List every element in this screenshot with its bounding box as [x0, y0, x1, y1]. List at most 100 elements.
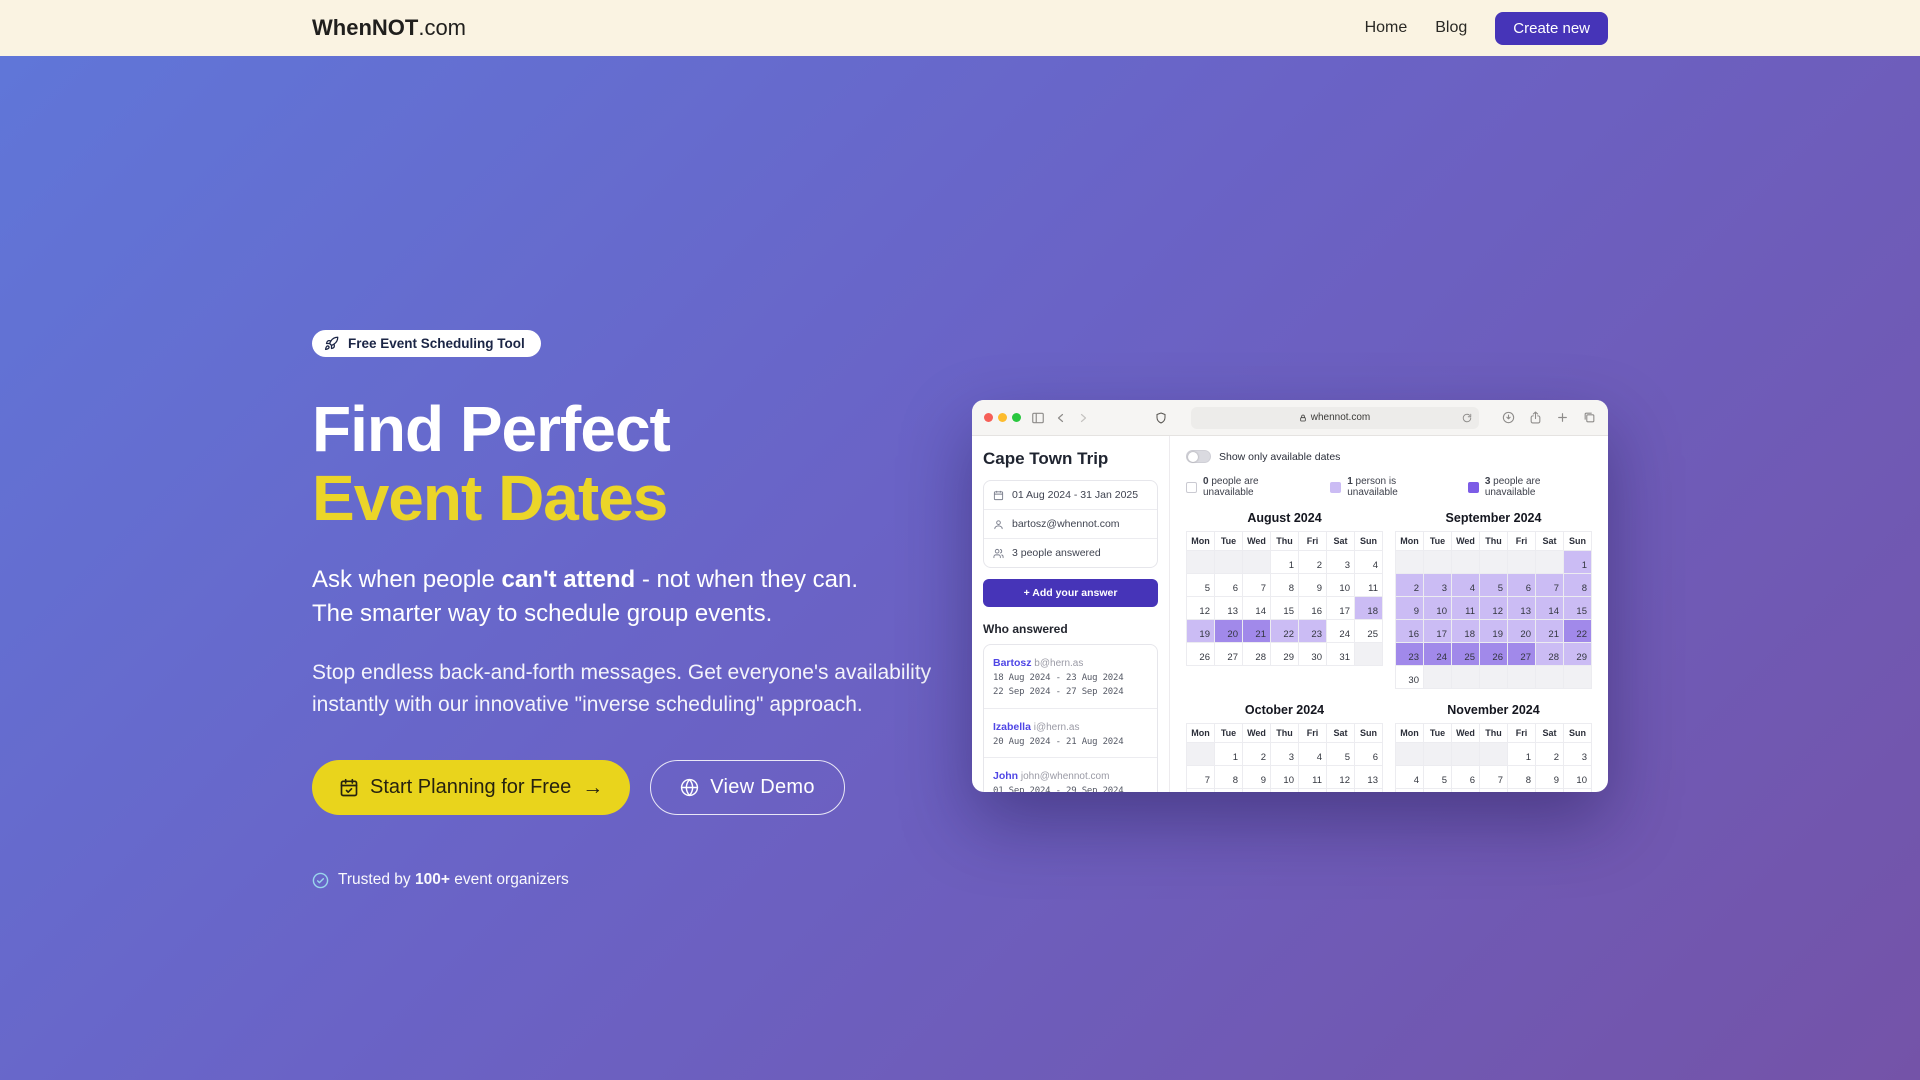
view-demo-button[interactable]: View Demo	[650, 760, 845, 816]
weekday-header: Fri	[1507, 723, 1536, 743]
calendar-grid: August 2024 Mon Tue Wed Thu Fri Sat Sun 1 2 3 4 5 6 7 8…	[1186, 511, 1592, 792]
weekday-header: Sun	[1563, 723, 1592, 743]
calendar-month-title: September 2024	[1445, 511, 1542, 525]
downloads-icon[interactable]	[1502, 411, 1515, 424]
toggle-knob	[1188, 452, 1198, 462]
answer-email: i@hern.as	[1030, 721, 1080, 733]
calendar-day-cell: 17	[1270, 788, 1299, 792]
add-your-answer-button[interactable]: + Add your answer	[983, 579, 1158, 607]
calendar-day-cell: 6	[1451, 765, 1480, 789]
weekday-header: Wed	[1451, 531, 1480, 551]
calendar-day-cell: 19	[1326, 788, 1355, 792]
answer-date-range: 01 Sep 2024 - 29 Sep 2024	[993, 786, 1124, 792]
weekday-header: Mon	[1186, 723, 1215, 743]
calendar-day-cell: 30	[1298, 642, 1327, 666]
calendar-day-cell: 28	[1242, 642, 1271, 666]
calendar-day-cell: 1	[1507, 742, 1536, 766]
tab-overview-icon[interactable]	[1583, 411, 1596, 424]
calendar-day-cell: 22	[1563, 619, 1592, 643]
start-planning-button[interactable]: Start Planning for Free →	[312, 760, 631, 816]
show-available-toggle[interactable]	[1186, 450, 1211, 463]
back-icon[interactable]	[1055, 412, 1067, 424]
calendar-day-cell: 3	[1423, 573, 1452, 597]
calendar-day-cell: 13	[1354, 765, 1383, 789]
calendar-day-cell: 13	[1214, 596, 1243, 620]
weekday-header: Tue	[1423, 531, 1452, 551]
calendar-day-cell: 18	[1298, 788, 1327, 792]
close-window-dot[interactable]	[984, 413, 993, 422]
weekday-header: Sat	[1326, 531, 1355, 551]
calendar-day-cell: 20	[1507, 619, 1536, 643]
calendar-month: September 2024 Mon Tue Wed Thu Fri Sat Sun 1 2 3 4 5…	[1395, 511, 1592, 689]
refresh-icon[interactable]	[1462, 413, 1472, 423]
calendar-day-cell: 10	[1563, 765, 1592, 789]
nav-home[interactable]: Home	[1364, 19, 1408, 36]
new-tab-icon[interactable]	[1556, 411, 1569, 424]
calendar-empty-cell	[1479, 742, 1508, 766]
arrow-right-icon: →	[582, 776, 604, 800]
sidebar-toggle-icon[interactable]	[1031, 411, 1045, 425]
calendar-empty-cell	[1563, 665, 1592, 689]
calendar-day-cell: 30	[1395, 665, 1424, 689]
calendar-empty-cell	[1186, 742, 1215, 766]
calendar-empty-cell	[1535, 550, 1564, 574]
calendar-day-cell: 4	[1395, 765, 1424, 789]
calendar-day-cell: 9	[1535, 765, 1564, 789]
answer-name: Izabella	[993, 720, 1031, 733]
calendar-day-cell: 20	[1354, 788, 1383, 792]
calendar-empty-cell	[1186, 550, 1215, 574]
calendar-day-cell: 5	[1186, 573, 1215, 597]
calendar-day-cell: 12	[1479, 596, 1508, 620]
calendar-empty-cell	[1507, 665, 1536, 689]
forward-icon[interactable]	[1077, 412, 1089, 424]
calendar-day-cell: 3	[1326, 550, 1355, 574]
calendar-day-cell: 23	[1298, 619, 1327, 643]
calendar-empty-cell	[1423, 550, 1452, 574]
calendar-day-cell: 6	[1214, 573, 1243, 597]
weekday-header: Tue	[1214, 723, 1243, 743]
calendar-empty-cell	[1423, 742, 1452, 766]
shield-icon[interactable]	[1155, 411, 1167, 424]
hero-subtitle: Ask when people can't attend - not when …	[312, 563, 972, 631]
weekday-header: Tue	[1214, 531, 1243, 551]
zoom-window-dot[interactable]	[1012, 413, 1021, 422]
share-icon[interactable]	[1529, 411, 1542, 424]
calendar-empty-cell	[1479, 550, 1508, 574]
calendar-day-cell: 1	[1270, 550, 1299, 574]
calendar-check-icon	[339, 778, 359, 798]
hero-title-line1: Find Perfect	[312, 393, 671, 465]
calendar-day-cell: 9	[1298, 573, 1327, 597]
weekday-header: Wed	[1242, 723, 1271, 743]
event-dates-text: 01 Aug 2024 - 31 Jan 2025	[1012, 489, 1139, 501]
calendar-day-cell: 4	[1354, 550, 1383, 574]
answer-entry: Bartosz b@hern.as 18 Aug 2024 - 23 Aug 20…	[984, 645, 1157, 709]
answer-date-range: 18 Aug 2024 - 23 Aug 2024	[993, 673, 1124, 683]
weekday-header: Fri	[1298, 723, 1327, 743]
calendar-day-cell: 24	[1326, 619, 1355, 643]
minimize-window-dot[interactable]	[998, 413, 1007, 422]
calendar-day-cell: 25	[1354, 619, 1383, 643]
calendar-day-cell: 17	[1563, 788, 1592, 792]
create-new-button[interactable]: Create new	[1495, 11, 1608, 45]
calendar-day-cell: 8	[1507, 765, 1536, 789]
calendar-day-cell: 10	[1270, 765, 1299, 789]
calendar-empty-cell	[1423, 665, 1452, 689]
calendar-day-cell: 7	[1535, 573, 1564, 597]
calendar-day-cell: 2	[1535, 742, 1564, 766]
calendar-day-cell: 10	[1326, 573, 1355, 597]
weekday-header: Thu	[1270, 723, 1299, 743]
url-bar[interactable]: whennot.com	[1190, 406, 1479, 429]
hero-title-line2: Event Dates	[312, 462, 668, 535]
site-logo[interactable]: WhenNOT.com	[312, 15, 466, 41]
calendar-day-cell: 11	[1354, 573, 1383, 597]
calendar-day-cell: 23	[1395, 642, 1424, 666]
calendar-day-cell: 19	[1479, 619, 1508, 643]
hero-title: Find Perfect Event Dates	[312, 393, 972, 535]
weekday-header: Mon	[1395, 723, 1424, 743]
calendar-day-cell: 15	[1270, 596, 1299, 620]
calendar-day-cell: 13	[1451, 788, 1480, 792]
event-owner-row: bartosz@whennot.com	[984, 510, 1157, 539]
nav-blog[interactable]: Blog	[1435, 19, 1468, 36]
calendar-day-cell: 29	[1563, 642, 1592, 666]
who-answered-list: Bartosz b@hern.as 18 Aug 2024 - 23 Aug 20…	[983, 644, 1158, 792]
